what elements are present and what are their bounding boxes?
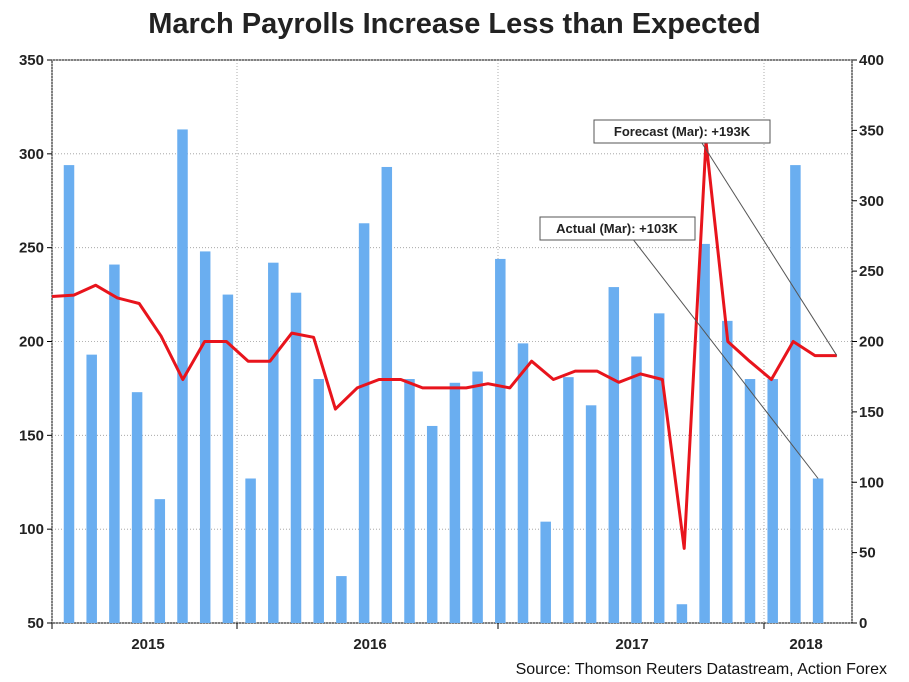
right-axis-label: 300 xyxy=(859,193,884,210)
left-axis-label: 50 xyxy=(27,615,44,632)
payroll-bar xyxy=(154,499,166,623)
payroll-bar xyxy=(517,343,529,623)
x-axis-label: 2018 xyxy=(789,636,822,653)
payroll-bar xyxy=(404,379,415,623)
right-axis-label: 200 xyxy=(859,334,884,351)
payroll-bar xyxy=(268,262,279,623)
payroll-bar xyxy=(472,371,483,623)
payroll-bar xyxy=(109,264,120,623)
right-axis-label: 400 xyxy=(859,52,884,69)
payroll-bar xyxy=(381,166,393,623)
payroll-bar xyxy=(699,243,710,623)
bar-series xyxy=(63,129,824,624)
axes: 50 100 150 200 250 300 350 0 50 100 150 200 250 300 35… xyxy=(19,52,884,653)
payroll-bar xyxy=(358,223,370,623)
actual-callout-box xyxy=(539,216,696,241)
x-axis-label: 2015 xyxy=(131,636,164,653)
payroll-bar xyxy=(676,604,688,623)
payroll-bar xyxy=(426,425,438,623)
source-note: Source: Thomson Reuters Datastream, Acti… xyxy=(515,661,887,678)
forecast-callout-label: Forecast (Mar): +193K xyxy=(614,124,751,139)
right-axis-label: 350 xyxy=(859,122,884,139)
payroll-bar xyxy=(812,478,824,623)
payroll-bar xyxy=(722,320,733,623)
right-axis-label: 100 xyxy=(859,474,884,491)
payroll-bar xyxy=(653,313,665,623)
left-axis-label: 200 xyxy=(19,334,44,351)
left-axis-label: 300 xyxy=(19,146,44,163)
forecast-line xyxy=(51,140,837,550)
payroll-bar xyxy=(608,287,620,623)
left-axis-label: 350 xyxy=(19,52,44,69)
payroll-bar xyxy=(540,521,551,623)
left-axis-label: 100 xyxy=(19,521,44,538)
payroll-bar xyxy=(767,379,778,623)
actual-callout-leader xyxy=(631,237,819,479)
payroll-bar xyxy=(790,165,801,624)
forecast-callout-box xyxy=(593,119,771,144)
right-axis-label: 250 xyxy=(859,263,884,280)
payroll-bar xyxy=(563,377,574,623)
payroll-bar xyxy=(290,292,302,623)
left-axis-label: 250 xyxy=(19,240,44,257)
payroll-bar xyxy=(86,354,97,623)
payroll-bar xyxy=(63,165,75,624)
payroll-bar xyxy=(313,379,324,623)
payroll-bar xyxy=(336,576,347,623)
payroll-bar xyxy=(449,382,461,623)
x-axis-label: 2017 xyxy=(615,636,648,653)
payroll-bar xyxy=(245,478,256,623)
right-axis-label: 50 xyxy=(859,545,876,562)
forecast-callout-leader xyxy=(699,139,838,356)
payroll-bar xyxy=(744,379,756,623)
payroll-bar xyxy=(631,356,642,623)
right-axis-label: 150 xyxy=(859,404,884,421)
chart-title: March Payrolls Increase Less than Expect… xyxy=(148,8,761,40)
left-axis-label: 150 xyxy=(19,427,44,444)
actual-callout-label: Actual (Mar): +103K xyxy=(556,221,678,236)
payroll-bar xyxy=(222,294,234,623)
payroll-bar xyxy=(199,251,211,624)
right-axis-label: 0 xyxy=(859,615,867,632)
payroll-bar xyxy=(495,258,506,623)
payroll-bar xyxy=(131,392,143,623)
payroll-bar xyxy=(585,405,597,623)
callouts: Forecast (Mar): +193K Actual (Mar): +103… xyxy=(539,119,838,479)
x-axis-label: 2016 xyxy=(353,636,386,653)
